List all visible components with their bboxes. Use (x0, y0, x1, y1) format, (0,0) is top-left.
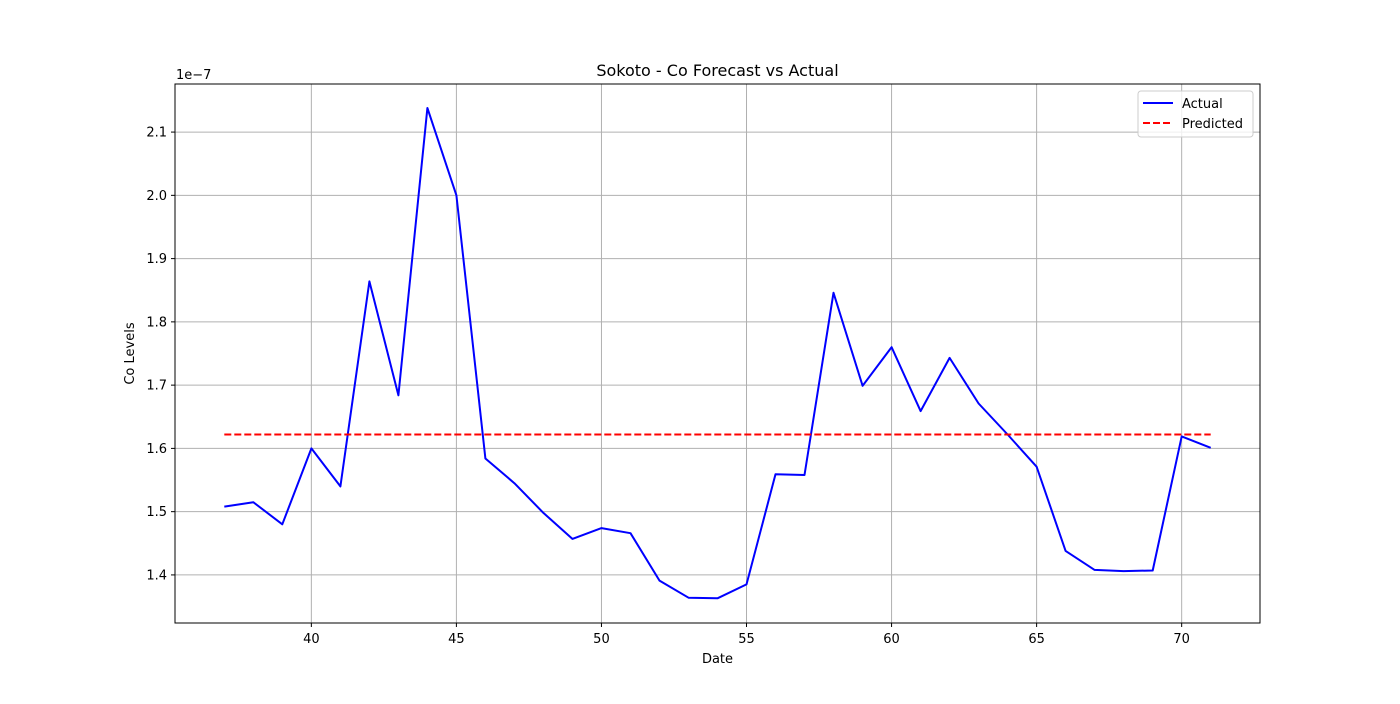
x-tick-label: 70 (1173, 632, 1190, 647)
grid-layer (175, 84, 1260, 623)
y-tick-label: 1.4 (146, 568, 167, 583)
x-tick-label: 40 (303, 632, 320, 647)
y-tick-label: 1.7 (146, 379, 167, 394)
x-axis-label: Date (702, 652, 733, 667)
y-tick-label: 1.8 (146, 315, 167, 330)
legend-label-predicted: Predicted (1182, 117, 1243, 132)
x-tick-label: 65 (1028, 632, 1045, 647)
legend: Actual Predicted (1137, 90, 1254, 138)
x-tick-label: 50 (593, 632, 610, 647)
x-tick-label: 45 (448, 632, 465, 647)
series-line-actual (224, 107, 1212, 600)
y-tick-label: 1.9 (146, 252, 167, 267)
y-tick-label: 2.1 (146, 126, 167, 141)
chart-title: Sokoto - Co Forecast vs Actual (596, 61, 838, 80)
x-tick-label: 55 (738, 632, 755, 647)
y-tick-label: 2.0 (146, 189, 167, 204)
legend-label-actual: Actual (1182, 97, 1223, 112)
y-offset-label: 1e−7 (176, 68, 211, 83)
y-tick-label: 1.5 (146, 505, 167, 520)
y-tick-label: 1.6 (146, 442, 167, 457)
series-layer (224, 107, 1212, 600)
y-axis-label: Co Levels (123, 322, 138, 384)
x-tick-label: 60 (883, 632, 900, 647)
plot-frame (174, 83, 1261, 624)
ticks-layer: 40 45 50 55 60 65 70 1.4 1.5 1.6 1.7 1.8 1.9 2.0 2.1 (146, 126, 1190, 647)
